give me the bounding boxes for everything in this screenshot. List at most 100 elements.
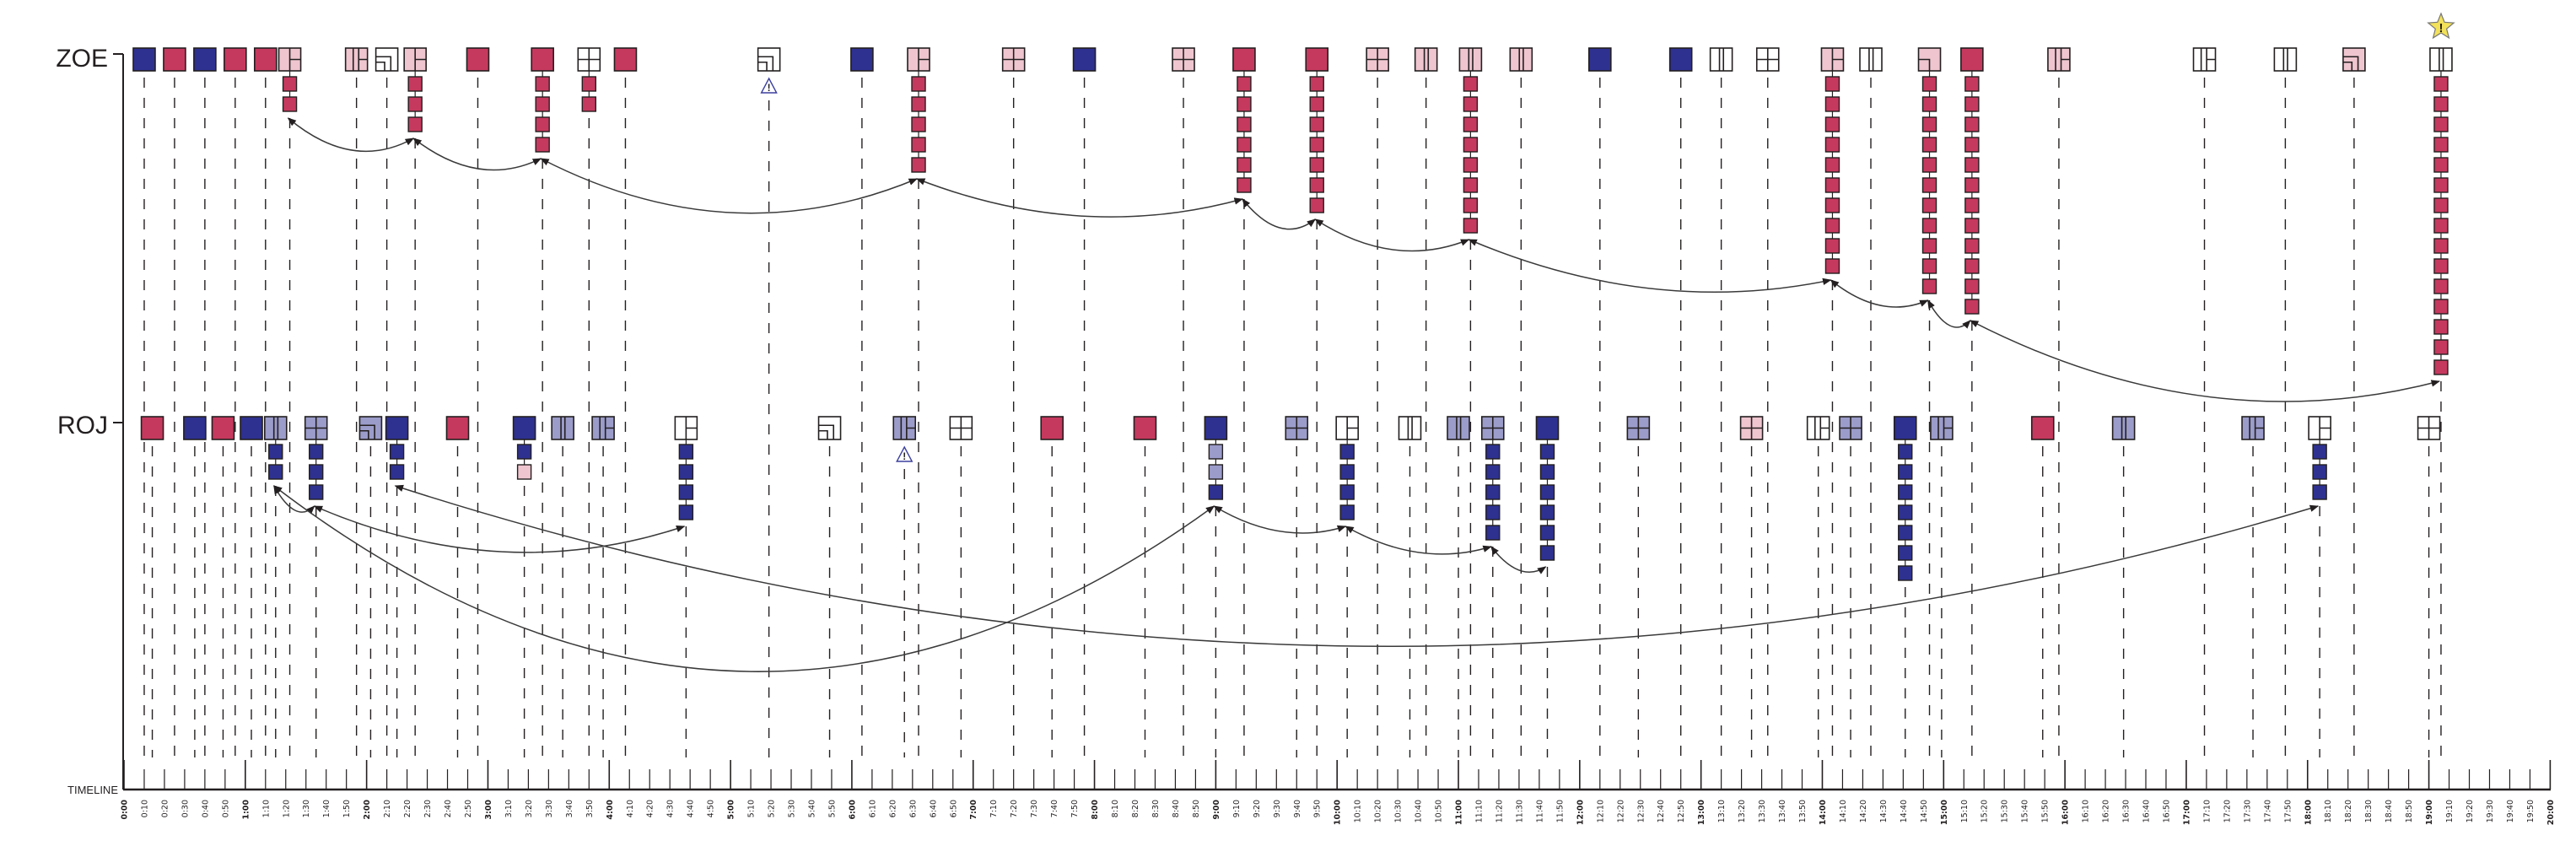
zoe-event[interactable] — [1414, 47, 1438, 72]
roj-event[interactable] — [358, 416, 383, 440]
zoe-event[interactable] — [1509, 47, 1533, 72]
zoe-event[interactable] — [2342, 47, 2366, 72]
zoe-event[interactable] — [1232, 47, 1256, 193]
roj-event[interactable] — [591, 416, 615, 440]
zoe-event[interactable] — [2192, 47, 2217, 72]
tick-label: 7:20 — [1010, 800, 1019, 817]
zoe-event[interactable] — [1366, 47, 1389, 72]
roj-event[interactable] — [1398, 416, 1422, 440]
zoe-sub-event-block — [535, 96, 550, 112]
roj-event[interactable] — [2111, 416, 2136, 440]
zoe-event[interactable] — [193, 47, 217, 72]
zoe-event[interactable] — [1709, 47, 1733, 72]
zoe-event[interactable] — [1072, 47, 1097, 72]
roj-event[interactable] — [1739, 416, 1764, 440]
zoe-event[interactable] — [278, 47, 302, 112]
zoe-event[interactable]: ! — [2427, 12, 2455, 375]
zoe-event[interactable] — [344, 47, 369, 72]
zoe-event[interactable] — [1820, 47, 1845, 274]
roj-event[interactable] — [140, 416, 164, 440]
row-label-roj: ROJ — [57, 412, 108, 439]
zoe-sub-event-block — [1237, 116, 1252, 132]
tick-label: 2:20 — [403, 800, 412, 817]
zoe-event[interactable] — [224, 47, 247, 72]
zoe-event[interactable] — [1588, 47, 1612, 72]
roj-event[interactable] — [1447, 416, 1470, 440]
zoe-event[interactable] — [613, 47, 638, 72]
roj-event[interactable] — [2030, 416, 2055, 440]
roj-event[interactable]: ! — [892, 416, 917, 462]
zoe-event[interactable] — [163, 47, 186, 72]
roj-event[interactable] — [385, 416, 409, 480]
roj-event[interactable] — [1040, 416, 1064, 440]
roj-event[interactable] — [211, 416, 235, 440]
roj-event[interactable] — [1133, 416, 1157, 440]
zoe-event[interactable] — [1001, 47, 1026, 72]
roj-event-block — [817, 416, 842, 440]
tick-label: 10:30 — [1394, 800, 1404, 822]
zoe-event[interactable] — [577, 47, 601, 112]
tick-label: 9:00 — [1212, 800, 1221, 820]
zoe-event[interactable] — [1668, 47, 1693, 72]
pattern-line — [1481, 417, 1504, 439]
zoe-event[interactable] — [1458, 47, 1483, 234]
zoe-link-arc — [540, 158, 918, 214]
zoe-event[interactable] — [531, 47, 554, 153]
roj-event[interactable] — [2241, 416, 2265, 440]
tick-label: 6:00 — [848, 800, 857, 820]
roj-event[interactable] — [1893, 416, 1917, 581]
zoe-event[interactable] — [1305, 47, 1329, 213]
zoe-event[interactable] — [253, 47, 278, 72]
roj-event[interactable] — [1335, 416, 1359, 520]
pattern-line — [1868, 48, 1874, 71]
roj-event[interactable] — [1806, 416, 1830, 440]
zoe-sub-event-block — [1964, 197, 1980, 213]
zoe-sub-event-block — [2433, 218, 2449, 234]
pattern-line — [1423, 48, 1430, 71]
zoe-event[interactable] — [375, 47, 399, 72]
zoe-event[interactable] — [403, 47, 427, 132]
roj-event[interactable] — [2417, 416, 2441, 440]
zoe-event[interactable] — [1960, 47, 1984, 315]
zoe-link-arc — [287, 117, 415, 153]
roj-event[interactable] — [240, 416, 263, 440]
roj-link-arc — [394, 484, 2320, 647]
tick-label: 10:20 — [1374, 800, 1383, 822]
roj-event[interactable] — [1285, 416, 1309, 440]
roj-event[interactable] — [512, 416, 536, 480]
zoe-sub-event-block — [535, 116, 550, 132]
zoe-event[interactable] — [1755, 47, 1780, 72]
tick-label: 4:20 — [646, 800, 655, 817]
tick-label: 8:50 — [1192, 800, 1201, 817]
zoe-event[interactable] — [1859, 47, 1883, 72]
zoe-event[interactable] — [850, 47, 874, 72]
warning-icon-glyph: ! — [768, 82, 771, 94]
zoe-event[interactable] — [2047, 47, 2071, 72]
roj-event[interactable] — [551, 416, 574, 440]
roj-event-block — [211, 416, 235, 440]
roj-event[interactable] — [1480, 416, 1505, 541]
zoe-event[interactable] — [1172, 47, 1195, 72]
roj-event[interactable] — [263, 416, 288, 480]
zoe-sub-event-block — [1237, 157, 1252, 173]
pattern-line — [1366, 48, 1389, 71]
zoe-event[interactable] — [2273, 47, 2298, 72]
tick-label: 7:10 — [989, 800, 999, 817]
zoe-event[interactable]: ! — [757, 47, 781, 94]
roj-event[interactable] — [183, 416, 207, 440]
roj-event[interactable] — [2308, 416, 2331, 500]
zoe-event[interactable] — [1917, 47, 1942, 294]
roj-event[interactable] — [1626, 416, 1651, 440]
roj-event[interactable] — [1535, 416, 1560, 561]
roj-event[interactable] — [1204, 416, 1228, 500]
roj-event[interactable] — [674, 416, 698, 520]
roj-event[interactable] — [1839, 416, 1862, 440]
zoe-event[interactable] — [132, 47, 156, 72]
zoe-event[interactable] — [466, 47, 490, 72]
roj-event[interactable] — [304, 416, 328, 500]
roj-event[interactable] — [445, 416, 470, 440]
roj-event[interactable] — [817, 416, 842, 440]
zoe-event[interactable] — [907, 47, 930, 173]
roj-event[interactable] — [949, 416, 973, 440]
roj-event[interactable] — [1930, 416, 1954, 440]
